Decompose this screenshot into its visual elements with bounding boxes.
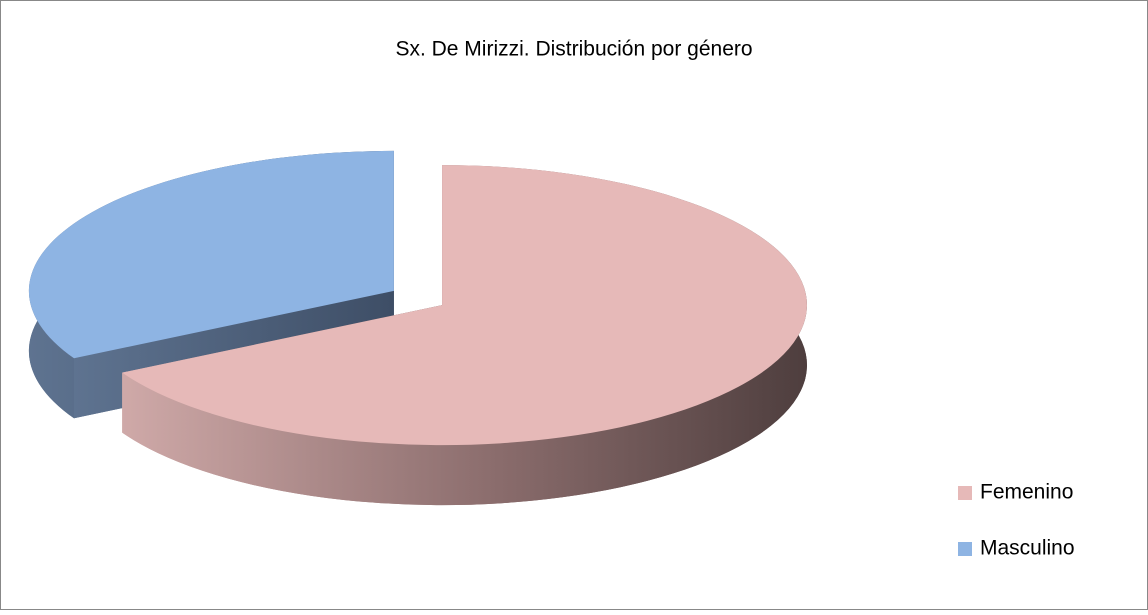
- legend-swatch: [958, 486, 972, 500]
- pie: [28, 150, 807, 506]
- slice-top: [122, 165, 807, 446]
- legend-swatch: [958, 542, 972, 556]
- legend-label: Masculino: [980, 537, 1075, 560]
- legend-label: Femenino: [980, 481, 1073, 504]
- slice-top: [28, 150, 394, 359]
- legend: Femenino Masculino: [958, 481, 1075, 560]
- chart-title: Sx. De Mirizzi. Distribución por género: [395, 38, 752, 61]
